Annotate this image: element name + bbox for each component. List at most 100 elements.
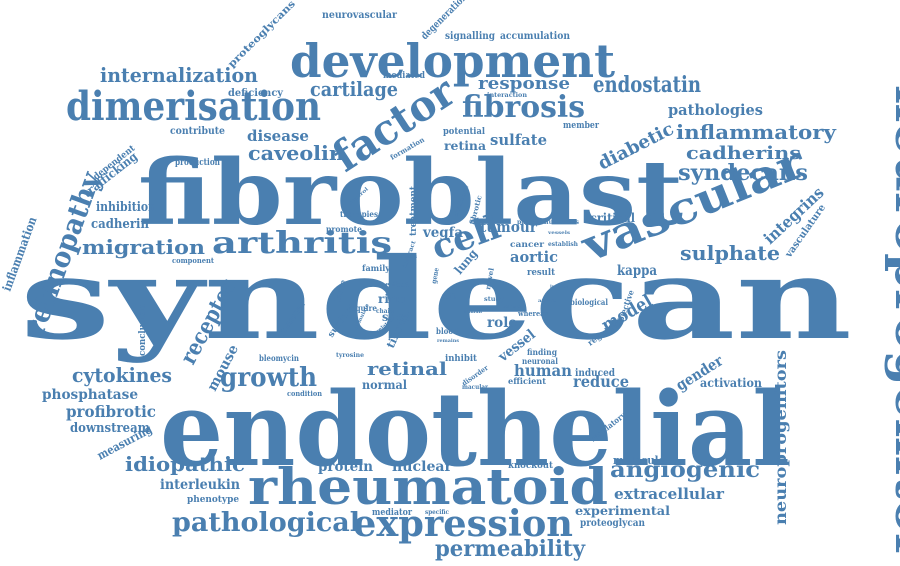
word-reduce: reduce	[573, 372, 629, 391]
word-aortic: aortic	[510, 248, 558, 266]
word-neuroprogenitors: neuroprogenitors	[771, 350, 790, 525]
word-potential: potential	[443, 127, 486, 137]
word-stimuli: stimuli	[464, 309, 482, 315]
word-retinal: retinal	[367, 359, 447, 380]
word-contribute: contribute	[170, 126, 225, 137]
word-accumulation: accumulation	[500, 31, 571, 42]
word-disease: disease	[247, 127, 309, 145]
word-treatment: treatment	[409, 185, 419, 236]
word-profibrotic: profibrotic	[66, 402, 156, 421]
word-phenotype: phenotype	[187, 495, 239, 505]
word-whereas: whereas	[517, 309, 548, 318]
word-mediator: mediator	[372, 508, 412, 518]
word-cancer: cancer	[510, 239, 545, 249]
word-kappa: kappa	[617, 263, 657, 279]
word-shed: shed	[382, 310, 413, 324]
word-expression: expression	[353, 503, 573, 545]
word-idiopathic: idiopathic	[125, 452, 245, 476]
word-experimental: experimental	[575, 504, 670, 518]
word-effect: effect	[385, 280, 410, 289]
word-member: member	[563, 121, 599, 131]
word-cadherins: cadherins	[686, 143, 801, 164]
word-migration: migration	[82, 235, 205, 259]
word-protein: protein	[318, 459, 373, 475]
word-establish: establish	[548, 241, 579, 248]
word-inhibition: inhibition	[96, 200, 156, 215]
word-bleomycin: bleomycin	[259, 353, 299, 363]
word-syndecan: syndecan	[20, 234, 852, 365]
word-proteoglycans: proteoglycans	[226, 0, 298, 70]
word-tumour: tumour	[480, 218, 538, 236]
word-production: production	[175, 158, 220, 168]
word-syndecans: syndecans	[678, 160, 808, 186]
word-condition: condition	[287, 389, 322, 398]
word-inhibit: inhibit	[445, 354, 478, 364]
word-dimerisation: dimerisation	[66, 83, 321, 130]
word-chain: chain	[376, 308, 395, 315]
word-component: component	[172, 256, 215, 265]
word-interaction: interaction	[487, 92, 528, 99]
word-finding: finding	[527, 347, 557, 357]
word-tyrosine: tyrosine	[336, 352, 364, 359]
word-interleukin: interleukin	[160, 477, 240, 493]
word-induce: induce	[550, 284, 568, 290]
word-conclusion: conclusion	[138, 304, 148, 356]
word-vegfa: vegfa	[422, 225, 463, 241]
word-fibrosis: fibrosis	[462, 90, 585, 125]
word-extracellular: extracellular	[614, 485, 725, 503]
word-remains: remains	[437, 338, 459, 344]
word-endostatin: endostatin	[593, 72, 701, 98]
word-downstream: downstream	[70, 421, 150, 436]
word-biological: biological	[570, 297, 608, 307]
word-internalization: internalization	[100, 63, 258, 87]
word-fibroblast: fibroblast	[138, 140, 683, 246]
word-inflammatory: inflammatory	[676, 120, 837, 144]
word-molecule: molecule	[613, 454, 665, 467]
word-novel: novel	[483, 267, 496, 291]
word-deficiency: deficiency	[228, 88, 284, 99]
word-result: result	[527, 268, 556, 278]
word-therapies: therapies	[340, 209, 378, 219]
word-mediated: mediated	[383, 71, 426, 81]
word-critical: critical	[590, 211, 635, 225]
word-macular: macular	[462, 384, 489, 391]
word-human: human	[514, 361, 572, 380]
word-induced: induced	[575, 368, 615, 379]
word-development: development	[290, 34, 616, 88]
word-patient-numerous: patient numerous	[517, 219, 580, 226]
word-role: role	[487, 315, 517, 331]
word-gene: gene	[429, 267, 441, 285]
word-focus: focus	[401, 254, 417, 260]
word-affect: affect	[538, 298, 557, 304]
word-pathological: pathological	[172, 508, 360, 538]
word-response: response	[478, 74, 570, 94]
word-endothelial: endothelial	[160, 370, 790, 490]
word-nuclear: nuclear	[392, 459, 453, 475]
word-cadherin: cadherin	[91, 217, 149, 232]
word-require: require	[347, 303, 377, 313]
word-sulfate: sulfate	[490, 131, 547, 149]
word-permeability: permeability	[435, 536, 586, 562]
word-cytokines: cytokines	[72, 363, 172, 387]
word-family: family	[362, 263, 390, 273]
word-neuronal: neuronal	[522, 356, 558, 366]
word-phosphatase: phosphatase	[42, 387, 138, 403]
word-cartilage: cartilage	[310, 77, 398, 101]
word-raft: raft	[442, 291, 456, 301]
word-caveolin: caveolin	[248, 141, 344, 165]
word-growth: growth	[220, 363, 317, 393]
word-arthritis: arthritis	[212, 226, 392, 261]
word-activation: activation	[700, 376, 762, 390]
word-blood: blood	[436, 326, 458, 336]
word-signalling: signalling	[445, 31, 495, 42]
word-neurovascular: neurovascular	[322, 10, 398, 21]
word-specific: specific	[425, 509, 449, 516]
word-ring: ring	[378, 292, 407, 306]
word-neuroprogenitor: neuroprogenitor	[883, 85, 900, 561]
word-severe: severe	[503, 304, 521, 310]
word-proteoglycan: proteoglycan	[580, 518, 646, 529]
word-normal: normal	[362, 378, 407, 392]
word-retina: retina	[444, 139, 486, 153]
